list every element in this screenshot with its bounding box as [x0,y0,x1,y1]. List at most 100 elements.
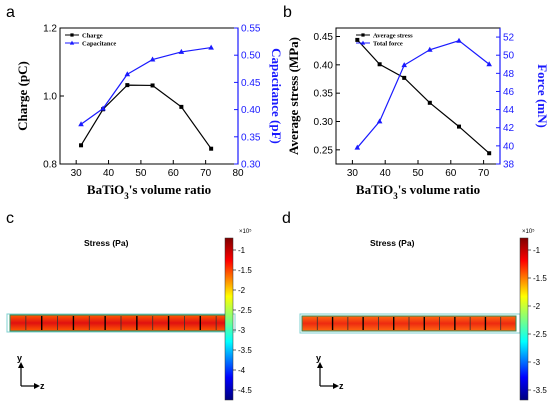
sim-c-colorbar [224,237,234,401]
colorbar-tick-label: -1.5 [238,266,252,275]
data-point [457,124,461,129]
data-point [100,105,106,111]
y-left-tick-label: 0.30 [314,117,334,128]
chart-b: 30 40 50 60 70 0.25 0.30 0.35 0.40 0.45 38 40 42 44 46… [286,27,550,201]
sim-d-colorbar-exponent: ×10⁵ [522,228,535,235]
y-right-tick-label: 0.40 [241,105,261,116]
x-tick-label: 50 [135,168,147,179]
legend-label: Charge [82,32,103,39]
chart-b-xlabel: BaTiO3's volume ratio [356,182,480,201]
colorbar-tick-label: -1 [533,246,541,255]
x-tick-label: 70 [200,168,212,179]
colorbar-tick-label: -2.5 [238,306,252,315]
y-left-tick-label: 0.35 [314,89,334,100]
simulation-c: Stress (Pa) ×10⁵ -1 -1.5 -2 -2.5 -3 -3.5 -4 -4.… [6,228,252,401]
chart-a-xlabel: BaTiO3's volume ratio [87,182,211,201]
x-tick-label: 40 [103,168,115,179]
y-right-tick-label: 0.30 [241,160,261,171]
sim-c-colorbar-ticks: -1 -1.5 -2 -2.5 -3 -3.5 -4 -4.5 [233,246,252,395]
legend-label: Capacitance [82,40,116,47]
colorbar-tick-label: -3.5 [238,346,252,355]
y-right-tick-label: 40 [503,141,515,152]
sim-d-axis-y-label: y [316,353,321,363]
legend-marker [361,33,365,37]
data-point [150,83,155,88]
series-line-average-stress [356,39,490,154]
colorbar-tick-label: -3 [533,358,541,367]
y-right-tick-label: 46 [503,87,515,98]
sim-c-segments [25,316,217,330]
legend-label: Total force [373,40,403,47]
colorbar-tick-label: -4 [238,366,246,375]
y-right-tick-label: 38 [503,160,515,171]
x-tick-label: 40 [380,168,392,179]
chart-b-marks: 30 40 50 60 70 0.25 0.30 0.35 0.40 0.45 38 40 42 44 46… [314,28,515,179]
y-left-tick-label: 0.8 [43,160,57,171]
chart-b-ylabel-right: Force (mN) [535,64,550,128]
data-point [456,37,462,43]
y-right-tick-label: 0.35 [241,132,261,143]
data-point [179,104,184,109]
x-tick-label: 60 [168,168,180,179]
sim-d-segments [316,317,502,330]
sim-c-axis-y-label: y [17,353,22,363]
colorbar-tick-label: -1.5 [533,274,547,283]
data-point [376,118,383,124]
sim-c-axis-triad: y z [17,353,45,391]
y-left-tick-label: 0.45 [314,32,334,43]
chart-a-marks: 30 40 50 60 70 80 0.8 1.0 1.2 0.30 0.35 0.40 0.45 0.5… [43,24,261,180]
y-left-tick-label: 1.0 [43,92,57,103]
legend-label: Average stress [373,32,413,39]
series-line-charge [80,84,212,150]
y-left-tick-label: 1.2 [43,24,57,35]
data-point [125,83,130,88]
series-line-total-force [356,40,490,149]
x-tick-label: 50 [412,168,424,179]
data-point [402,75,407,80]
series-line-capacitance [80,46,212,125]
legend-marker [70,33,74,37]
panel-letter-b: b [283,4,292,21]
data-point [355,37,360,42]
data-point [487,151,492,156]
panel-letter-d: d [282,210,291,227]
data-point [486,61,492,67]
sim-c-colorbar-exponent: ×10⁵ [239,228,252,235]
chart-b-ylabel-left: Average stress (MPa) [286,37,301,155]
x-tick-label: 80 [232,168,244,179]
panel-letter-a: a [6,4,15,21]
sim-d-colorbar [519,237,529,401]
data-point [149,56,156,62]
x-tick-label: 60 [445,168,457,179]
chart-a: 30 40 50 60 70 80 0.8 1.0 1.2 0.30 0.35 0.40 0.45 0.5… [15,24,284,202]
legend-marker [360,40,366,45]
data-point [354,144,361,150]
colorbar-tick-label: -2 [533,302,541,311]
sim-d-axis-triad: y z [316,353,344,391]
sim-d-colorbar-ticks: -1 -1.5 -2 -2.5 -3 -3.5 [528,246,547,395]
y-right-tick-label: 52 [503,33,515,44]
colorbar-tick-label: -3.5 [533,386,547,395]
chart-a-ylabel-right: Capacitance (pF) [269,48,284,144]
y-right-tick-label: 0.55 [241,24,261,35]
y-right-tick-label: 0.50 [241,51,261,62]
y-right-tick-label: 48 [503,69,515,80]
colorbar-tick-label: -2.5 [533,330,547,339]
sim-d-axis-z-label: z [339,381,344,391]
data-point [377,62,382,67]
x-tick-label: 30 [71,168,83,179]
data-point [401,62,408,68]
chart-a-ylabel-left: Charge (pC) [15,61,30,131]
data-point [79,143,84,148]
data-point [427,100,432,105]
legend-marker [69,40,75,45]
y-left-tick-label: 0.25 [314,145,334,156]
data-point [178,48,185,54]
simulation-d: Stress (Pa) ×10⁵ -1 -1.5 -2 -2.5 -3 -3.5 y z [299,228,547,401]
y-left-tick-label: 0.40 [314,60,334,71]
data-point [209,146,214,151]
panel-letter-c: c [6,210,14,227]
